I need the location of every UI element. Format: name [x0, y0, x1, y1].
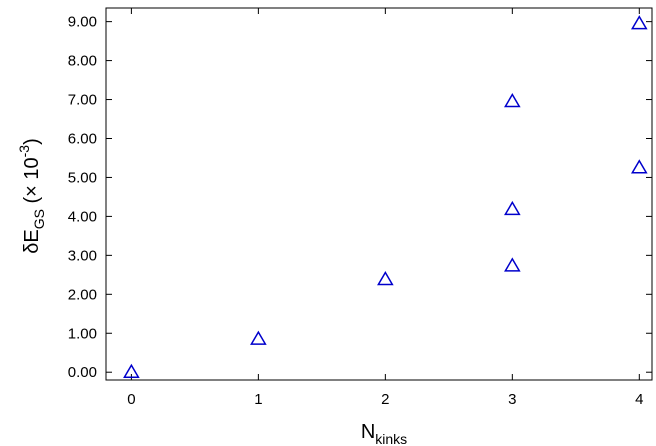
data-point	[504, 257, 521, 272]
y-tick-label: 6.00	[68, 130, 97, 147]
x-tick-label: 3	[508, 391, 516, 408]
x-tick-label: 4	[635, 391, 643, 408]
data-point	[250, 330, 267, 345]
x-tick-label: 1	[254, 391, 262, 408]
y-axis: 0.00 1.00 2.00 3.00 4.00 5.00 6.00 7.00 8.00 9.00	[68, 14, 652, 381]
x-tick-label: 2	[381, 391, 389, 408]
x-axis-title: Nkinks	[361, 421, 407, 446]
y-axis-title: δEGS (× 10-3)	[16, 138, 47, 254]
y-tick-label: 1.00	[68, 325, 97, 342]
y-tick-label: 0.00	[68, 364, 97, 381]
x-axis-title-subscript: kinks	[375, 431, 407, 446]
data-point	[630, 15, 648, 30]
y-axis-title-subscript: GS	[31, 209, 47, 229]
plot-border	[105, 7, 653, 381]
data-point	[630, 159, 648, 174]
y-axis-title-exponent: -3	[16, 145, 32, 158]
y-tick-label: 4.00	[68, 208, 97, 225]
data-points	[123, 15, 648, 378]
x-axis-title-main: N	[361, 421, 375, 443]
y-tick-label: 8.00	[68, 53, 97, 70]
data-point	[377, 271, 394, 286]
y-tick-label: 5.00	[68, 169, 97, 186]
x-tick-label: 0	[127, 391, 135, 408]
data-point	[504, 92, 521, 108]
data-point	[123, 363, 140, 378]
y-tick-label: 3.00	[68, 247, 97, 264]
y-tick-label: 7.00	[68, 92, 97, 109]
y-tick-label: 9.00	[68, 14, 97, 31]
data-point	[504, 200, 521, 216]
y-axis-title-scale-end: )	[21, 138, 43, 145]
x-axis: 0 1 2 3 4	[127, 8, 643, 408]
y-axis-title-main: δE	[21, 229, 43, 253]
plot-frame	[105, 7, 653, 381]
y-tick-label: 2.00	[68, 286, 97, 303]
y-axis-title-scale: (× 10	[21, 157, 43, 209]
